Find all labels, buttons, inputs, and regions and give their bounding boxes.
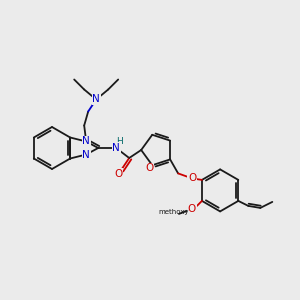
Text: methoxy: methoxy [159, 209, 189, 215]
Text: O: O [145, 163, 153, 173]
Text: O: O [188, 173, 196, 183]
Text: N: N [92, 94, 100, 104]
Text: O: O [188, 204, 196, 214]
Text: H: H [116, 137, 123, 146]
Text: N: N [112, 143, 120, 153]
Text: O: O [114, 169, 122, 179]
Text: N: N [82, 149, 90, 160]
Text: N: N [82, 136, 90, 146]
